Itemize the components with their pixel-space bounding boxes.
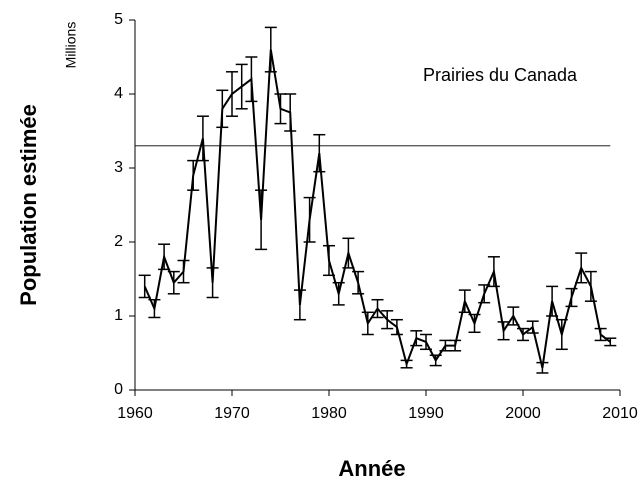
x-axis-label: Année bbox=[338, 456, 405, 481]
y-tick-label: 3 bbox=[114, 159, 123, 176]
x-tick-label: 1990 bbox=[408, 405, 444, 422]
y-unit: Millions bbox=[63, 22, 79, 69]
x-tick-label: 2010 bbox=[602, 405, 638, 422]
x-tick-label: 1960 bbox=[117, 405, 153, 422]
data-line bbox=[143, 49, 611, 369]
y-tick-label: 1 bbox=[114, 307, 123, 324]
x-tick-label: 1970 bbox=[214, 405, 250, 422]
y-tick-label: 5 bbox=[114, 11, 123, 28]
y-axis-label: Population estimée bbox=[16, 104, 41, 306]
x-tick-label: 2000 bbox=[505, 405, 541, 422]
annotation: Prairies du Canada bbox=[423, 65, 578, 85]
y-tick-label: 0 bbox=[114, 381, 123, 398]
x-tick-label: 1980 bbox=[311, 405, 347, 422]
y-tick-label: 4 bbox=[114, 85, 123, 102]
y-tick-label: 2 bbox=[114, 233, 123, 250]
